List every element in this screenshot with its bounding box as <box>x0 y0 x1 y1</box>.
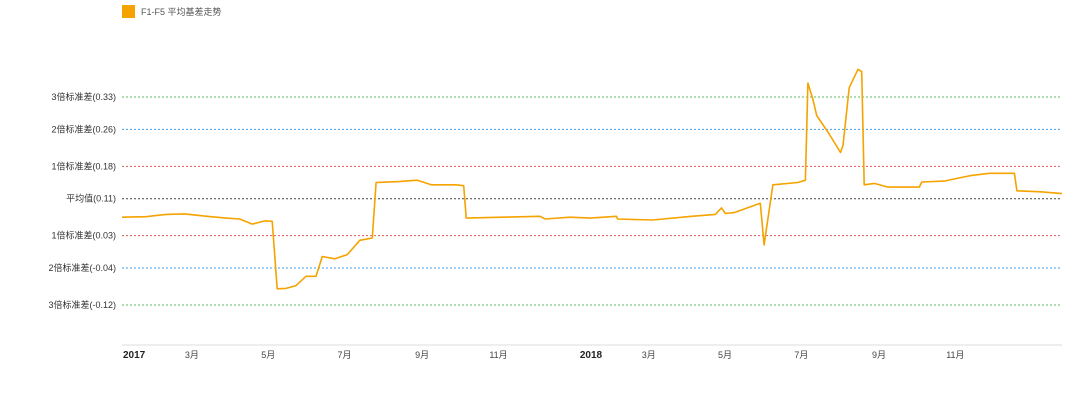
reference-lines: 3倍标准差(0.33) 2倍标准差(0.26) 1倍标准差(0.18) 平均值(0.1… <box>48 91 1062 310</box>
reference-line-label: 3倍标准差(0.33) <box>51 91 116 102</box>
x-tick-label: 2017 <box>123 350 146 361</box>
reference-line-label: 平均值(0.11) <box>66 193 116 204</box>
x-axis-ticks: 2017 3月 5月 7月 9月 11月 2018 3月 5月 7月 9月 11月 <box>123 350 965 361</box>
x-tick-label: 11月 <box>946 350 964 360</box>
x-tick-label: 3月 <box>642 350 656 360</box>
legend-label: F1-F5 平均基差走势 <box>141 6 222 17</box>
x-tick-label: 5月 <box>718 350 732 360</box>
legend: F1-F5 平均基差走势 <box>122 5 222 18</box>
reference-line-label: 2倍标准差(0.26) <box>51 123 116 134</box>
x-tick-label: 3月 <box>185 350 199 360</box>
x-tick-label: 2018 <box>580 350 603 361</box>
x-tick-label: 5月 <box>261 350 275 360</box>
x-tick-label: 7月 <box>338 350 352 360</box>
reference-line-label: 1倍标准差(0.18) <box>51 160 116 171</box>
x-tick-label: 11月 <box>489 350 507 360</box>
reference-line-label: 2倍标准差(-0.04) <box>48 262 116 273</box>
reference-line-label: 3倍标准差(-0.12) <box>48 299 116 310</box>
x-tick-label: 7月 <box>794 350 808 360</box>
series-line <box>121 68 1063 290</box>
reference-line-label: 1倍标准差(0.03) <box>51 230 116 241</box>
x-tick-label: 9月 <box>872 350 886 360</box>
series-group <box>121 68 1063 290</box>
legend-swatch <box>122 5 135 18</box>
x-tick-label: 9月 <box>415 350 429 360</box>
